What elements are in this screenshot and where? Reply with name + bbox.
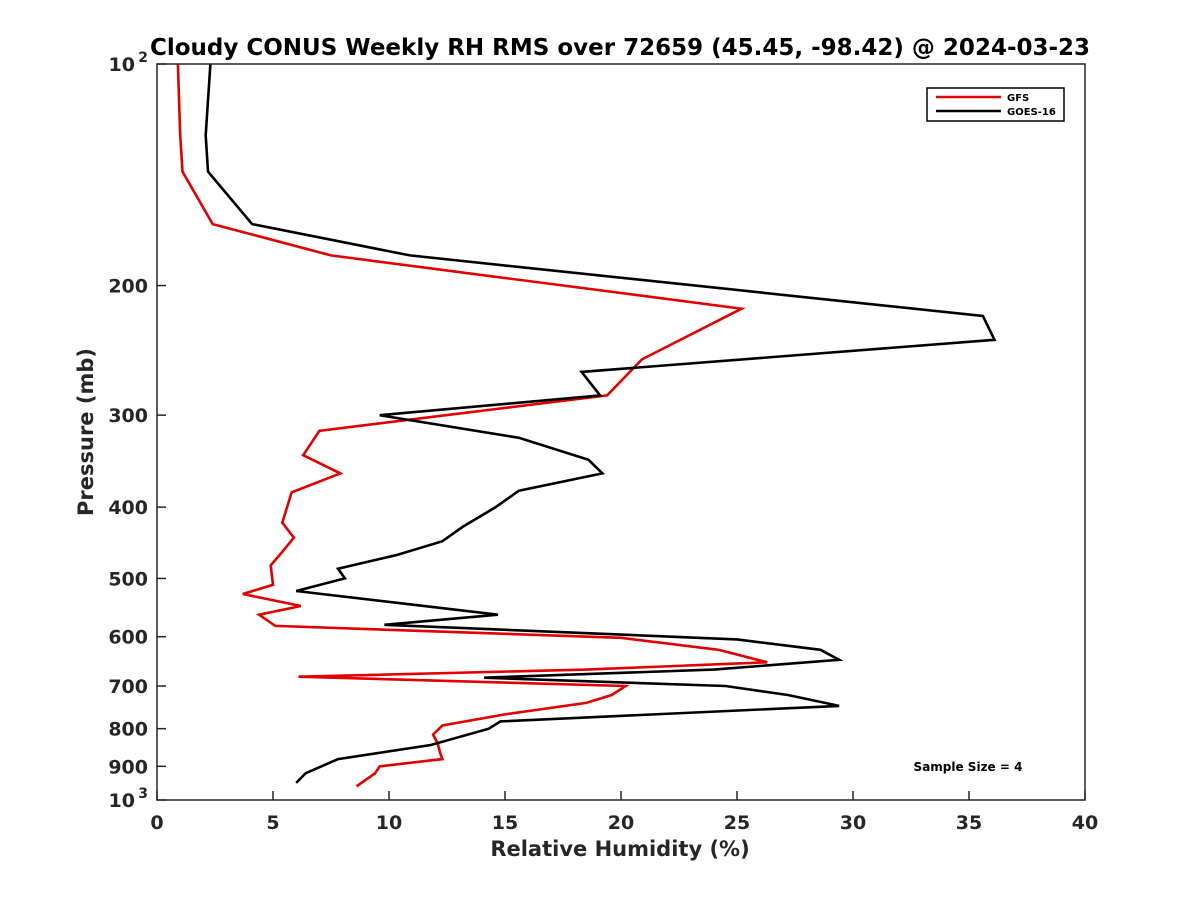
x-axis: 0 5 10 15 20 25 30 35 40 xyxy=(150,791,1098,834)
x-tick-label: 10 xyxy=(376,812,402,834)
chart-title: Cloudy CONUS Weekly RH RMS over 72659 (4… xyxy=(150,35,1090,61)
x-tick-label: 25 xyxy=(724,812,750,834)
y-tick-label: 500 xyxy=(108,568,148,590)
y-tick-label: 900 xyxy=(108,756,148,778)
x-tick-label: 15 xyxy=(492,812,518,834)
y-tick-label: 700 xyxy=(108,676,148,698)
x-tick-label: 30 xyxy=(840,812,866,834)
legend-label: GOES-16 xyxy=(1007,107,1056,118)
legend-box xyxy=(926,87,1065,122)
y-tick-label: 600 xyxy=(108,627,148,649)
y-tick-label: 10 xyxy=(109,790,135,812)
x-tick-label: 35 xyxy=(956,812,982,834)
x-tick-label: 40 xyxy=(1072,812,1098,834)
y-tick-exponent: 3 xyxy=(138,786,148,802)
series-line-goes-16 xyxy=(204,63,997,784)
y-tick-label: 800 xyxy=(108,719,148,741)
legend: GFS GOES-16 xyxy=(926,87,1065,122)
y-tick-label: 200 xyxy=(108,276,148,298)
y-axis-title: Pressure (mb) xyxy=(74,348,98,516)
legend-label: GFS xyxy=(1007,93,1029,104)
x-tick-label: 5 xyxy=(266,812,279,834)
y-tick-label: 10 xyxy=(109,54,135,76)
sample-size-annotation: Sample Size = 4 xyxy=(914,760,1023,774)
y-tick-exponent: 2 xyxy=(138,50,148,66)
x-tick-label: 20 xyxy=(608,812,634,834)
series-line-gfs xyxy=(176,63,768,788)
y-tick-label: 400 xyxy=(108,497,148,519)
y-tick-label: 300 xyxy=(108,405,148,427)
x-axis-title: Relative Humidity (%) xyxy=(490,837,749,861)
x-tick-label: 0 xyxy=(150,812,163,834)
series-layer xyxy=(176,63,997,788)
